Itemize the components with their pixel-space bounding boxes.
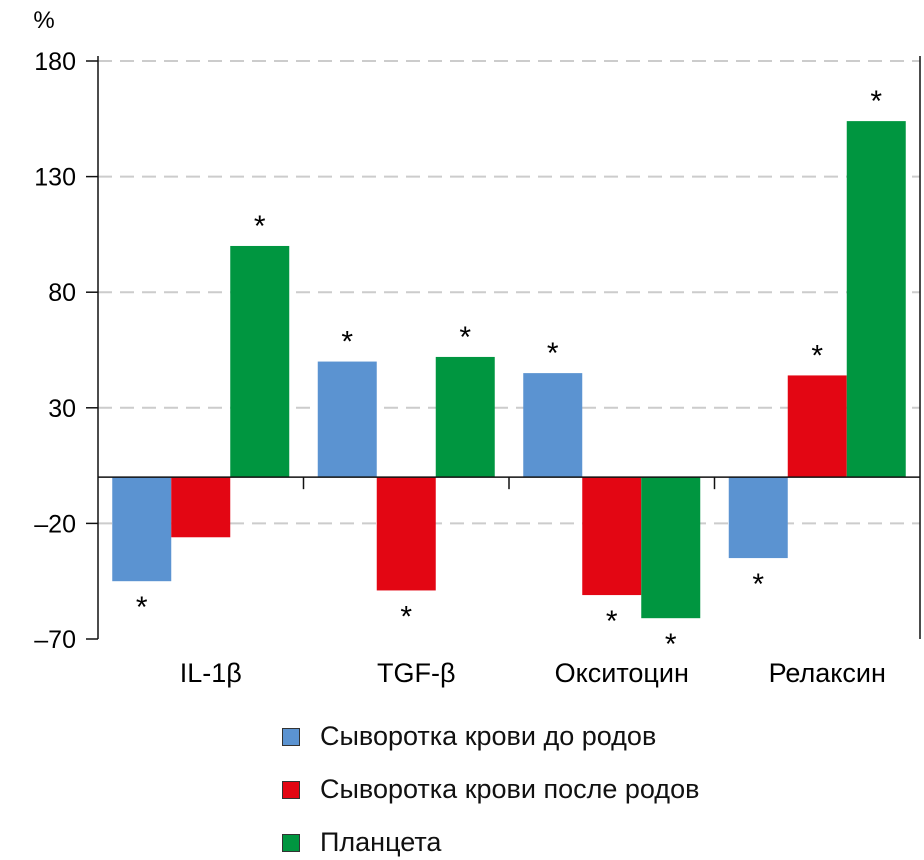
legend-item: Сыворотка крови до родов: [282, 710, 699, 763]
bar-0-2: [523, 373, 583, 478]
significance-marker: *: [547, 337, 559, 370]
y-tick-label: 80: [48, 279, 76, 307]
y-axis-label: %: [33, 7, 54, 34]
legend-label: Планцета: [320, 827, 442, 857]
bar-2-3: [846, 121, 906, 478]
y-tick-label: –20: [34, 510, 76, 538]
bar-1-3: [787, 375, 847, 478]
bar-2-1: [435, 356, 495, 478]
bar-0-0: [112, 477, 172, 582]
y-tick-label: 30: [48, 395, 76, 423]
significance-marker: *: [136, 591, 148, 624]
bar-0-1: [317, 361, 377, 478]
x-tick-label: IL-1β: [180, 658, 242, 688]
y-tick-label: –70: [34, 626, 76, 654]
bar-1-0: [171, 477, 231, 538]
significance-marker: *: [606, 605, 618, 638]
bar-2-0: [230, 245, 290, 478]
bar-0-3: [728, 477, 788, 559]
y-tick-label: 130: [34, 164, 76, 192]
legend-label: Сыворотка крови после родов: [320, 774, 700, 804]
legend-swatch: [282, 727, 300, 746]
significance-marker: *: [459, 321, 471, 354]
significance-marker: *: [254, 210, 266, 243]
bar-1-1: [376, 477, 436, 591]
legend-swatch: [282, 780, 300, 799]
y-tick-label: 180: [34, 48, 76, 76]
plot-area: %1801308030–20–70**IL-1β***TGF-β***Оксит…: [33, 7, 921, 688]
significance-marker: *: [341, 326, 353, 359]
legend-label: Сыворотка крови до родов: [320, 721, 657, 751]
legend-swatch: [282, 833, 300, 852]
legend-item: Сыворотка крови после родов: [282, 763, 699, 816]
x-tick-label: TGF-β: [377, 658, 456, 688]
x-tick-label: Окситоцин: [555, 658, 689, 688]
legend: Сыворотка крови до родов Сыворотка крови …: [282, 710, 699, 860]
significance-marker: *: [870, 85, 882, 118]
significance-marker: *: [665, 628, 677, 661]
legend-item: Планцета: [282, 816, 699, 860]
significance-marker: *: [811, 339, 823, 372]
bar-2-2: [641, 477, 701, 619]
significance-marker: *: [752, 568, 764, 601]
bar-1-2: [582, 477, 642, 596]
x-tick-label: Релаксин: [769, 658, 886, 688]
significance-marker: *: [400, 600, 412, 633]
